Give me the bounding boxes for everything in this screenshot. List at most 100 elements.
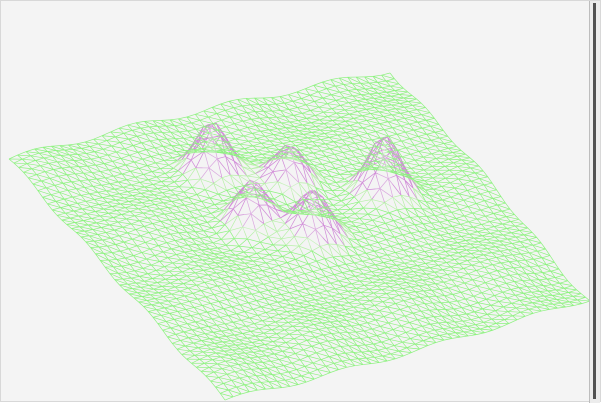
mesh-line-u — [206, 372, 214, 376]
mesh-line-u — [309, 146, 317, 148]
mesh-line-u — [50, 176, 58, 178]
mesh-line-diagonal — [344, 299, 357, 300]
mesh-line-u — [214, 369, 222, 372]
mesh-line-u — [327, 327, 335, 328]
mesh-line-u — [69, 203, 77, 205]
mesh-line-u — [313, 313, 321, 314]
mesh-line-u — [225, 108, 233, 111]
mesh-line-u — [141, 127, 149, 128]
mesh-line-u — [309, 158, 317, 160]
mesh-line-u — [105, 218, 113, 221]
mesh-line-u — [322, 283, 330, 285]
mesh-line-u — [287, 354, 295, 357]
mesh-line-u — [40, 163, 48, 165]
mesh-line-u — [264, 221, 272, 224]
mesh-line-u — [360, 278, 368, 281]
mesh-line-u — [280, 278, 288, 280]
mesh-line-u — [426, 317, 434, 318]
mesh-line-u — [467, 325, 475, 327]
mesh-line-u — [300, 148, 308, 150]
mesh-line-u — [270, 346, 278, 349]
mesh-line-u — [405, 272, 413, 274]
mesh-line-diagonal — [204, 363, 217, 364]
mesh-line-v — [269, 237, 274, 245]
mesh-line-u — [152, 169, 160, 172]
mesh-line-u — [62, 167, 70, 168]
mesh-line-u — [179, 324, 187, 326]
mesh-line-u — [274, 388, 282, 389]
mesh-line-diagonal — [238, 328, 251, 331]
mesh-line-u — [129, 152, 137, 155]
mesh-line-u — [193, 341, 201, 343]
mesh-line-u — [141, 233, 149, 236]
mesh-line-u — [234, 121, 242, 124]
mesh-line-u — [201, 249, 209, 250]
mesh-line-u — [22, 156, 30, 159]
mesh-line-u — [195, 231, 203, 232]
mesh-line-u — [412, 246, 420, 248]
mesh-line-u — [266, 145, 274, 147]
mesh-line-u — [370, 242, 378, 244]
mesh-line-u — [96, 220, 104, 223]
mesh-line-u — [142, 295, 150, 297]
mesh-line-v — [363, 183, 368, 190]
mesh-line-u — [80, 180, 88, 181]
mesh-line-u — [486, 296, 494, 300]
mesh-line-v — [196, 367, 201, 371]
mesh-line-diagonal — [324, 124, 337, 125]
mesh-line-u — [107, 137, 115, 141]
mesh-line-u — [401, 268, 409, 270]
mesh-line-u — [163, 201, 171, 202]
mesh-line-diagonal — [278, 251, 291, 252]
mesh-line-v — [219, 209, 224, 210]
mesh-line-u — [456, 283, 464, 286]
mesh-line-u — [130, 262, 138, 264]
mesh-line-u — [443, 328, 451, 329]
mesh-line-u — [242, 105, 250, 106]
mesh-line-u — [470, 303, 478, 306]
mesh-line-u — [166, 226, 174, 227]
mesh-line-u — [264, 330, 272, 333]
mesh-line-u — [301, 373, 309, 376]
mesh-line-u — [176, 252, 184, 254]
mesh-line-u — [124, 239, 132, 242]
mesh-line-u — [307, 127, 315, 129]
mesh-line-u — [199, 312, 207, 314]
mesh-line-u — [267, 274, 275, 276]
mesh-line-diagonal — [19, 167, 32, 168]
mesh-line-u — [143, 265, 151, 268]
mesh-line-diagonal — [270, 255, 283, 257]
mesh-line-diagonal — [409, 197, 422, 209]
mesh-line-diagonal — [404, 250, 417, 254]
mesh-line-u — [258, 263, 266, 266]
mesh-line-diagonal — [288, 322, 301, 323]
mesh-line-diagonal — [112, 207, 125, 208]
mesh-line-u — [337, 121, 345, 124]
mesh-line-u — [81, 194, 89, 196]
mesh-line-u — [482, 289, 490, 293]
mesh-line-u — [160, 258, 168, 262]
mesh-line-u — [95, 209, 103, 211]
mesh-line-u — [195, 270, 203, 273]
mesh-line-v — [277, 232, 282, 239]
mesh-line-diagonal — [328, 117, 341, 118]
mesh-line-u — [163, 294, 171, 297]
mesh-line-u — [438, 322, 446, 323]
mesh-line-u — [386, 291, 394, 294]
mesh-line-u — [253, 382, 261, 383]
mesh-line-u — [302, 111, 310, 114]
mesh-line-u — [380, 323, 388, 326]
mesh-line-u — [153, 221, 161, 223]
mesh-line-u — [156, 214, 164, 216]
mesh-line-u — [493, 327, 501, 330]
mesh-line-u — [45, 169, 53, 171]
mesh-line-u — [191, 120, 199, 123]
mesh-line-u — [276, 366, 284, 368]
mesh-line-u — [167, 287, 175, 290]
mesh-line-u — [377, 223, 385, 226]
mesh-line-u — [450, 315, 458, 316]
mesh-line-u — [373, 342, 381, 344]
mesh-line-u — [320, 127, 328, 130]
mesh-line-u — [230, 364, 238, 366]
